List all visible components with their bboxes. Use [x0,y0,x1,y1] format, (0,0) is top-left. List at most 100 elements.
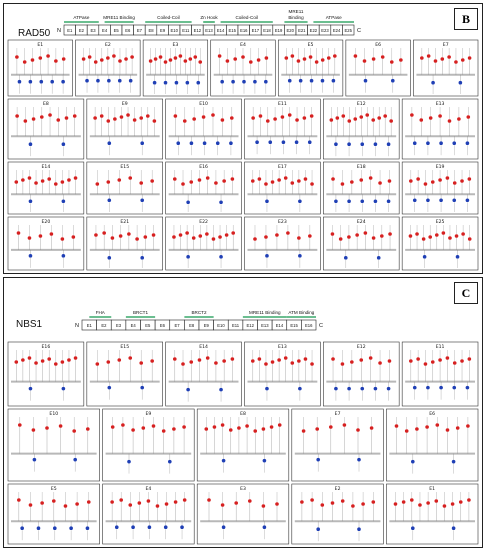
missense-variant-dot [67,358,71,362]
truncating-variant-dot [242,79,246,84]
missense-variant-dot [410,498,414,502]
missense-variant-dot [420,56,424,60]
missense-variant-dot [359,115,364,119]
n-terminus-label: N [57,28,61,34]
missense-variant-dot [192,117,196,121]
missense-variant-dot [410,113,414,117]
exon-box: E9 [102,408,195,482]
truncating-variant-dot [117,78,122,83]
missense-variant-dot [54,59,58,63]
missense-variant-dot [308,55,313,59]
missense-variant-dot [161,429,166,433]
missense-variant-dot [383,114,387,118]
missense-variant-dot [172,427,176,431]
missense-variant-dot [399,58,403,62]
missense-variant-dot [148,59,153,63]
truncating-variant-dot [316,457,321,462]
truncating-variant-dot [20,526,24,530]
truncating-variant-dot [221,458,226,463]
exon-box-label: E17 [278,164,287,170]
truncating-variant-dot [347,142,351,146]
exon-box-label: E1 [37,42,43,48]
exon-box-frame [244,216,321,271]
missense-variant-dot [119,115,124,119]
missense-variant-dot [172,235,176,239]
missense-variant-dot [27,236,32,240]
missense-variant-dot [409,359,413,363]
exon-box-label: E13 [436,101,445,107]
truncating-variant-dot [36,526,41,530]
truncating-variant-dot [128,78,133,83]
exon-box-label: E21 [120,219,129,225]
missense-variant-dot [95,182,100,186]
domain-label: ATPase [326,15,342,20]
truncating-variant-dot [452,141,457,145]
missense-variant-dot [295,118,299,122]
truncating-variant-dot [390,78,395,83]
exon-box-label: E8 [240,411,246,417]
missense-variant-dot [131,428,135,432]
missense-variant-dot [222,359,226,363]
missense-variant-dot [151,424,156,428]
truncating-variant-dot [61,254,66,258]
missense-variant-dot [158,55,163,59]
missense-variant-dot [173,56,178,60]
missense-variant-dot [132,118,137,122]
truncating-variant-dot [28,79,33,84]
missense-variant-dot [387,359,392,363]
truncating-variant-dot [28,199,33,204]
exon-label: E8 [189,323,195,328]
panel-label: B [454,8,478,30]
missense-variant-dot [454,234,459,238]
missense-variant-dot [86,500,91,504]
missense-variant-dot [466,424,470,428]
exon-label: E9 [204,323,210,328]
missense-variant-dot [94,233,98,237]
missense-variant-dot [330,232,335,236]
truncating-variant-dot [85,526,90,530]
truncating-variant-dot [255,140,259,144]
exon-label: E15 [228,28,236,33]
missense-variant-dot [155,504,160,508]
missense-variant-dot [130,55,134,59]
exon-box-frame [7,161,85,215]
missense-variant-dot [118,234,123,238]
missense-variant-dot [211,113,215,117]
missense-variant-dot [302,116,307,120]
truncating-variant-dot [357,527,361,531]
missense-variant-dot [458,500,463,504]
exon-box: E4 [102,483,195,545]
missense-variant-dot [350,360,354,364]
exon-label: E17 [252,28,260,33]
missense-variant-dot [31,428,36,432]
exon-box: E15 [86,341,163,407]
exon-label: E2 [79,28,85,33]
missense-variant-dot [222,179,226,183]
missense-variant-dot [34,181,38,185]
missense-variant-dot [371,500,376,504]
exon-box: E5 [277,39,344,97]
missense-variant-dot [214,361,218,365]
exon-label: E10 [217,323,225,328]
missense-variant-dot [143,235,148,239]
missense-variant-dot [71,235,76,239]
missense-variant-dot [253,237,257,241]
nbs1-exon-boxes: E16 E15 E14 E13 E12 E11 E10 E9 E8 E7 E6 E5 E4 E3 E2 E1 [7,341,479,545]
missense-variant-dot [389,60,394,64]
exon-box-label: E19 [436,164,445,170]
missense-variant-dot [425,425,429,429]
n-terminus-label: N [75,323,79,329]
missense-variant-dot [73,356,78,360]
exon-label: E7 [137,28,143,33]
missense-variant-dot [300,500,304,504]
missense-variant-dot [310,362,314,366]
missense-variant-dot [359,358,364,362]
truncating-variant-dot [412,141,417,145]
missense-variant-dot [408,234,413,238]
missense-variant-dot [369,426,374,430]
missense-variant-dot [264,182,268,186]
exon-box-label: E2 [335,486,341,492]
missense-variant-dot [139,116,144,120]
truncating-variant-dot [219,200,223,205]
truncating-variant-dot [61,142,66,146]
